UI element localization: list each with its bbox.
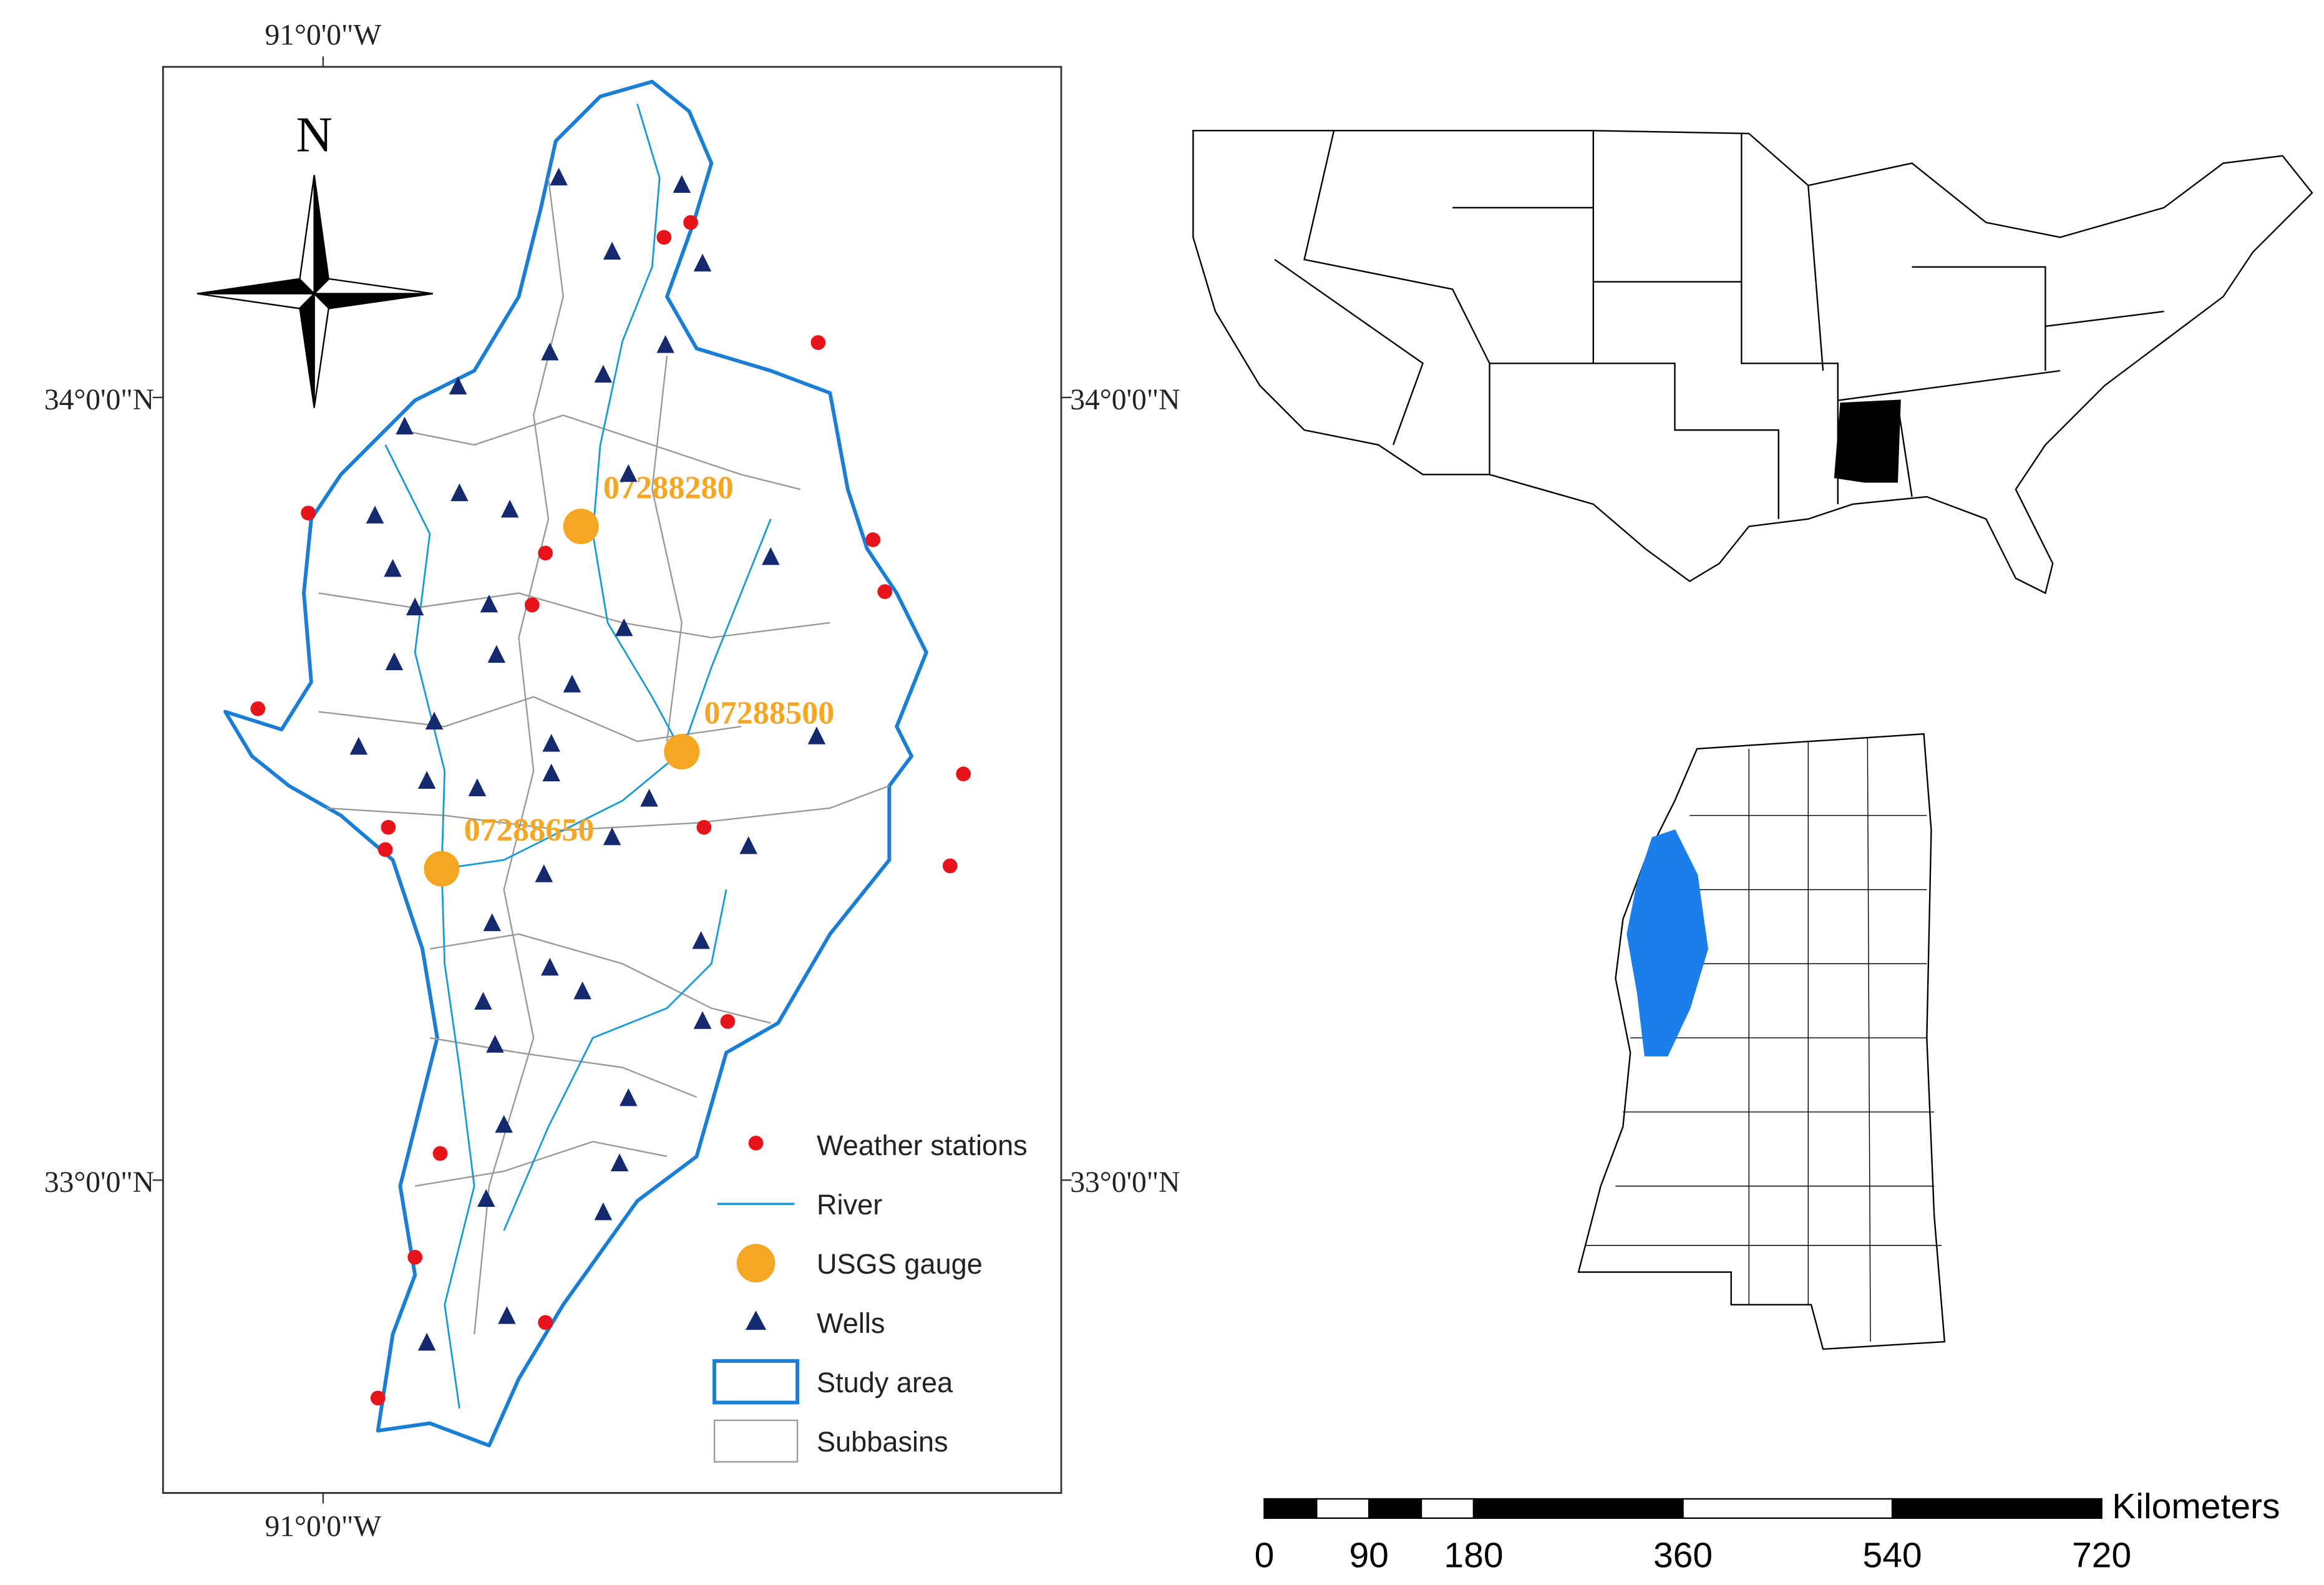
- well: [640, 789, 658, 807]
- gauge: [664, 734, 700, 770]
- legend-label: Subbasins: [817, 1426, 948, 1458]
- well: [739, 836, 757, 854]
- well: [807, 726, 826, 744]
- study-area-inset: [1626, 829, 1708, 1056]
- wells: [349, 167, 826, 1351]
- usa-map: [1192, 130, 2313, 595]
- well: [486, 1035, 504, 1053]
- well: [349, 736, 368, 755]
- well: [417, 771, 436, 789]
- well: [487, 645, 506, 663]
- legend-label: Study area: [817, 1367, 953, 1398]
- well: [573, 981, 591, 1000]
- gauge-label: 07288500: [704, 695, 834, 731]
- well: [385, 652, 404, 671]
- legend-symbol: [712, 1359, 800, 1405]
- rivers: [384, 104, 772, 1409]
- lat-label: 33°0'0"N: [44, 1166, 154, 1199]
- well: [495, 1114, 513, 1133]
- legend-label: River: [817, 1189, 882, 1221]
- well: [603, 827, 621, 846]
- scale-segment: [1891, 1498, 2103, 1519]
- lon-label: 91°0'0"W: [265, 19, 381, 51]
- north-label: N: [296, 107, 332, 163]
- well: [483, 913, 501, 932]
- lat-label: 34°0'0"N: [44, 384, 154, 416]
- scale-tick-label: 720: [2072, 1535, 2131, 1575]
- north-arrow: N: [197, 107, 433, 408]
- legend-label: USGS gauge: [817, 1248, 983, 1280]
- well: [474, 992, 492, 1010]
- lat-label: 34°0'0"N: [1070, 384, 1180, 416]
- well: [480, 594, 498, 613]
- lat-label: 33°0'0"N: [1070, 1166, 1180, 1199]
- scale-bar: Kilometers 0 90 180 360 540 720: [1255, 1486, 2280, 1575]
- gauge: [563, 509, 599, 545]
- legend-label: Wells: [817, 1307, 885, 1339]
- well: [500, 499, 519, 518]
- well: [541, 342, 559, 361]
- lon-label: 91°0'0"W: [265, 1510, 381, 1543]
- legend-symbol: [745, 1310, 767, 1330]
- well: [417, 1332, 436, 1351]
- usgs-gauges: [424, 509, 700, 887]
- legend: Weather stations River USGS gauge Wells …: [712, 1129, 1028, 1463]
- well: [468, 778, 487, 796]
- well: [366, 505, 384, 524]
- scale-segment: [1316, 1498, 1370, 1519]
- well: [384, 558, 402, 577]
- legend-label: Weather stations: [817, 1129, 1028, 1161]
- well: [541, 957, 559, 976]
- well: [692, 931, 710, 949]
- well: [610, 1153, 629, 1171]
- scale-segment: [1263, 1498, 1318, 1519]
- gauge-label: 07288280: [603, 469, 734, 505]
- well: [693, 1011, 712, 1029]
- well: [406, 597, 424, 616]
- gauge: [424, 851, 460, 887]
- well: [563, 675, 581, 693]
- well: [693, 253, 712, 271]
- well: [594, 364, 613, 383]
- well: [550, 167, 568, 186]
- scale-tick-label: 180: [1444, 1535, 1503, 1575]
- well: [542, 734, 560, 752]
- well: [535, 864, 553, 882]
- scale-unit: Kilometers: [2112, 1486, 2280, 1526]
- well: [620, 464, 638, 482]
- well: [396, 416, 414, 435]
- well: [449, 376, 467, 395]
- scale-segment: [1368, 1498, 1422, 1519]
- well: [477, 1189, 495, 1207]
- scale-segment: [1472, 1498, 1684, 1519]
- legend-symbol: [713, 1419, 799, 1463]
- well: [603, 241, 621, 260]
- well: [450, 483, 469, 502]
- scale-segment: [1420, 1498, 1475, 1519]
- well: [762, 547, 780, 565]
- scale-segment: [1682, 1498, 1894, 1519]
- well: [615, 618, 633, 636]
- legend-symbol: [748, 1135, 764, 1151]
- weather-stations: [250, 215, 971, 1406]
- well: [656, 335, 674, 353]
- graticule-ticks: [152, 56, 1072, 1504]
- mississippi-map: [1577, 733, 1946, 1350]
- well: [425, 711, 444, 730]
- well: [498, 1306, 516, 1324]
- scale-tick-label: 540: [1863, 1535, 1922, 1575]
- gauge-label: 07288650: [464, 812, 595, 848]
- legend-symbol: [736, 1244, 775, 1283]
- scale-tick-label: 0: [1255, 1535, 1275, 1575]
- well: [542, 763, 560, 782]
- well: [594, 1202, 613, 1221]
- well: [673, 175, 691, 193]
- well: [620, 1088, 638, 1106]
- scale-tick-label: 90: [1349, 1535, 1388, 1575]
- coordinate-labels: 91°0'0"W 91°0'0"W 34°0'0"N 34°0'0"N 33°0…: [44, 19, 1180, 1543]
- scale-tick-label: 360: [1653, 1535, 1713, 1575]
